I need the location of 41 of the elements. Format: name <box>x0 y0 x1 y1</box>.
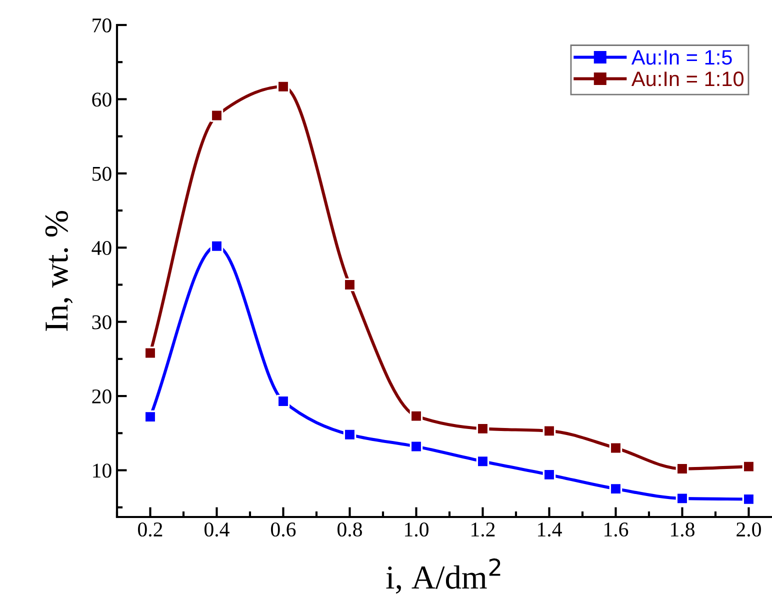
x-tick-label: 0.8 <box>338 522 362 537</box>
x-tick-label: 1.2 <box>472 522 495 537</box>
x-tick-label: 1.6 <box>604 522 628 537</box>
point <box>476 454 490 468</box>
y-tick-label: 70 <box>92 18 112 32</box>
y-tick-label: 60 <box>92 92 112 107</box>
point <box>476 422 490 436</box>
y-tick-label: 40 <box>92 241 112 256</box>
point <box>276 394 290 408</box>
point <box>144 410 157 424</box>
y-tick-label: 30 <box>92 315 112 330</box>
point <box>742 460 756 473</box>
x-tick-label: 2.0 <box>736 522 761 537</box>
y-tick-label: 20 <box>92 389 112 404</box>
point <box>542 424 556 438</box>
point <box>343 278 356 292</box>
y-axis-title: In, wt. % <box>45 211 73 331</box>
x-tick-label: 0.2 <box>138 522 162 537</box>
x-tick-label: 1.0 <box>405 522 428 537</box>
point <box>609 482 622 496</box>
y-tick-label: 50 <box>92 166 112 181</box>
point <box>676 492 689 505</box>
point <box>410 440 423 453</box>
x-tick-label: 0.4 <box>204 522 230 537</box>
point <box>410 410 423 422</box>
legend-label: Au:In = 1:5 <box>631 50 732 65</box>
point <box>742 492 756 506</box>
point <box>609 442 622 454</box>
x-axis-title: i, A/dm$^{2}$ <box>386 558 500 594</box>
y-tick-label: 10 <box>93 464 112 478</box>
point <box>343 428 356 442</box>
point <box>542 468 556 482</box>
point <box>144 346 157 360</box>
point <box>276 80 290 93</box>
point <box>210 240 224 253</box>
legend-label: Au:In = 1:10 <box>631 71 744 86</box>
x-tick-label: 0.6 <box>271 522 296 537</box>
x-tick-label: 1.8 <box>671 522 694 537</box>
point <box>676 462 689 476</box>
point <box>210 109 224 122</box>
x-tick-label: 1.4 <box>538 522 562 537</box>
